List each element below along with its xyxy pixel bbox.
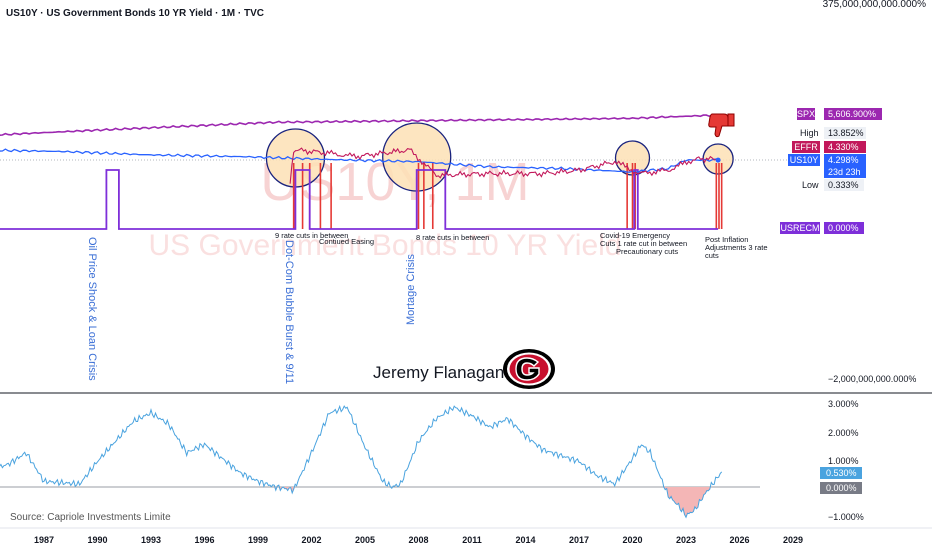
annotation-gfc-cuts: 8 rate cuts in between [416, 233, 489, 242]
annotation-covid-1: Covid-19 Emergency [600, 231, 670, 240]
annotation-covid-2: Cuts 1 rate cut in between [600, 239, 687, 248]
us10y-tag-bg [788, 154, 820, 166]
usrecm-line [0, 169, 719, 230]
effr-tag: EFFR [794, 142, 818, 152]
spread-series [0, 404, 760, 519]
x-tick-label: 2005 [355, 535, 375, 545]
effr-line [289, 147, 719, 184]
georgia-g-logo [503, 349, 555, 389]
x-tick-label: 2008 [408, 535, 428, 545]
watermark-name: US Government Bonds 10 YR Yield [148, 229, 621, 262]
source-label: Source: Capriole Investments Limite [10, 512, 171, 523]
high-value-bg [824, 127, 866, 139]
top-right-value: 375,000,000,000.000% [823, 0, 927, 10]
usrecm-value-bg [824, 222, 864, 234]
x-tick-label: 2029 [783, 535, 803, 545]
usrecm-value: 0.000% [828, 223, 859, 233]
lower-zero-value-bg [820, 482, 862, 494]
annotations: 9 rate cuts in between Contiued Easing 8… [275, 231, 768, 260]
upper-pane [0, 113, 790, 230]
annotation-post-inflation-3: cuts [705, 251, 719, 260]
label-dotcom: Dot-Com Bubble Burst & 9/11 [283, 240, 295, 384]
label-mortgage-crisis: Mortage Crisis [405, 254, 417, 325]
lower-last-value-bg [820, 467, 862, 479]
effr-value: 4.330% [828, 142, 859, 152]
lower-last-value: 0.530% [826, 468, 857, 478]
annotation-continued-easing: Contiued Easing [319, 237, 374, 246]
x-tick-label: 2002 [301, 535, 321, 545]
high-tag: High [800, 128, 819, 138]
spx-value-bg [824, 108, 882, 120]
annotation-post-inflation-2: Adjustments 3 rate [705, 243, 768, 252]
spx-line [0, 113, 719, 137]
lower-tick-neg1: −1.000% [828, 512, 864, 522]
annotation-post-inflation-1: Post Inflation [705, 235, 748, 244]
x-tick-label: 1993 [141, 535, 161, 545]
usrecm-tag: USRECM [780, 223, 819, 233]
low-tag: Low [802, 180, 819, 190]
spx-tag: SPX [797, 109, 815, 119]
us10y-value: 4.298% [828, 155, 859, 165]
low-value-bg [824, 179, 864, 191]
x-tick-label: 2026 [729, 535, 749, 545]
signature: Jeremy Flanagan [373, 363, 504, 382]
us10y-countdown: 23d 23h [828, 167, 861, 177]
x-tick-label: 2017 [569, 535, 589, 545]
x-tick-label: 2011 [462, 535, 482, 545]
x-tick-label: 2020 [622, 535, 642, 545]
low-value: 0.333% [828, 180, 859, 190]
lower-tick-1: 1.000% [828, 456, 859, 466]
lower-pane [0, 404, 760, 519]
us10y-value-bg [824, 154, 866, 178]
spx-value: 5,606.900% [828, 109, 876, 119]
x-tick-label: 1987 [34, 535, 54, 545]
high-value: 13.852% [828, 128, 864, 138]
x-tick-label: 2023 [676, 535, 696, 545]
usrecm-tag-bg [780, 222, 820, 234]
annotation-dotcom-cuts: 9 rate cuts in between [275, 231, 348, 240]
lower-tick-3: 3.000% [828, 399, 859, 409]
x-tick-label: 1996 [194, 535, 214, 545]
us10y-line [0, 148, 719, 173]
effr-tag-bg [792, 141, 820, 153]
spread-line [0, 404, 723, 519]
effr-value-bg [824, 141, 866, 153]
x-axis: 1987 1990 1993 1996 1999 2002 2005 2008 2011 2014… [34, 535, 803, 545]
x-tick-label: 2014 [515, 535, 535, 545]
label-oil-price-shock: Oil Price Shock & Loan Crisis [86, 237, 98, 381]
lower-tick-2: 2.000% [828, 428, 859, 438]
series-lines [0, 113, 721, 230]
us10y-tag: US10Y [790, 155, 819, 165]
x-tick-label: 1990 [87, 535, 107, 545]
x-tick-label: 1999 [248, 535, 268, 545]
annotation-covid-3: Precautionary cuts [616, 247, 678, 256]
chart-title: US10Y · US Government Bonds 10 YR Yield … [6, 8, 264, 19]
thumbs-down-icon [708, 113, 735, 138]
crisis-labels: Oil Price Shock & Loan Crisis Dot-Com Bu… [86, 237, 417, 384]
upper-bottom-value: −2,000,000,000.000% [828, 374, 916, 384]
spx-tag-bg [797, 108, 815, 120]
lower-price-scale: 3.000% 2.000% 1.000% 0.530% 0.000% −1.00… [820, 399, 864, 522]
lower-zero-value: 0.000% [826, 483, 857, 493]
price-scale: SPX 5,606.900% High 13.852% EFFR 4.330% … [780, 108, 916, 384]
us10y-last-point [715, 157, 721, 163]
